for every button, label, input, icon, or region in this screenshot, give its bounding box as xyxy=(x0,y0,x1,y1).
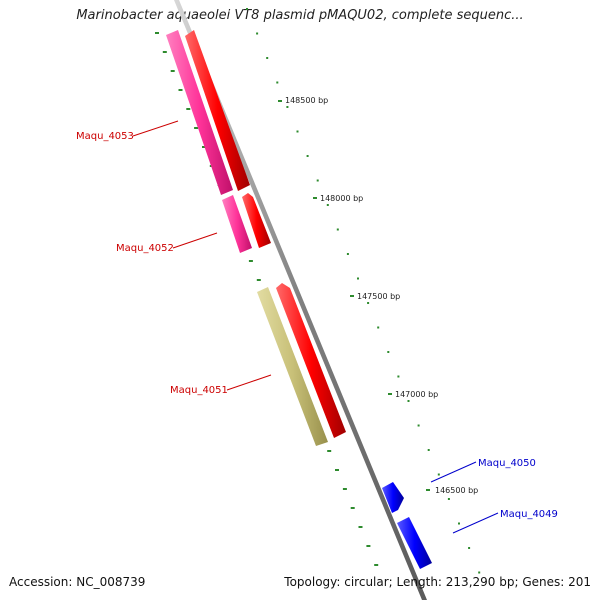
tick-dot xyxy=(276,81,279,84)
feature-maqu-4050-cds xyxy=(382,482,404,513)
gene-labels: Maqu_4053 Maqu_4052 Maqu_4051 Maqu_4050 … xyxy=(76,120,558,534)
tick-dot xyxy=(335,469,339,471)
tick-label-148500: 148500 bp xyxy=(285,96,328,105)
tick-dot xyxy=(326,204,329,206)
feature-maqu-4053-pink xyxy=(166,30,233,195)
tick-dot xyxy=(427,449,430,451)
tick-dot xyxy=(256,32,259,35)
gene-features xyxy=(166,30,432,569)
tick-label-147500: 147500 bp xyxy=(357,292,400,301)
feature-maqu-4051-cds xyxy=(276,283,346,438)
feature-maqu-4052-pink xyxy=(222,195,252,253)
tick-label-147000: 147000 bp xyxy=(395,390,438,399)
leader-maqu-4051 xyxy=(226,374,272,391)
tick-dot xyxy=(170,70,175,72)
tick-dot xyxy=(155,32,159,34)
tick-dot xyxy=(447,498,450,500)
tick-dot xyxy=(366,545,371,547)
tick-dot xyxy=(346,253,349,255)
tick-dot xyxy=(266,57,269,59)
feature-maqu-4051-khaki xyxy=(257,287,328,446)
tick-label-148000: 148000 bp xyxy=(320,194,363,203)
leader-maqu-4053 xyxy=(132,120,179,137)
tick-dot xyxy=(306,155,309,157)
tick-dot xyxy=(246,8,248,10)
tick-dot xyxy=(357,277,359,280)
tick-dot xyxy=(377,326,380,329)
tick-dot xyxy=(186,108,191,110)
tick-dot xyxy=(327,450,332,452)
tick-dot xyxy=(162,51,167,53)
gene-label-maqu-4053[interactable]: Maqu_4053 xyxy=(76,131,134,142)
tick-dot xyxy=(248,260,253,262)
tick-label-146500: 146500 bp xyxy=(435,486,478,495)
feature-maqu-4052-cds xyxy=(242,193,271,248)
tick-dot xyxy=(350,507,355,509)
tick-dot xyxy=(256,279,261,281)
tick-dot xyxy=(387,351,390,353)
sequence-summary: Topology: circular; Length: 213,290 bp; … xyxy=(284,575,591,589)
tick-dot xyxy=(437,473,440,476)
tick-dot-tracks xyxy=(155,8,481,574)
position-ticks: 148500 bp 148000 bp 147500 bp 147000 bp … xyxy=(278,96,478,495)
tick-dot xyxy=(374,564,379,566)
gene-label-maqu-4050[interactable]: Maqu_4050 xyxy=(478,458,536,469)
tick-dot xyxy=(336,228,339,231)
tick-dot xyxy=(478,571,481,574)
tick-dot xyxy=(342,488,347,490)
accession-text: Accession: NC_008739 xyxy=(9,575,146,589)
tick-dot xyxy=(202,146,206,148)
tick-dot xyxy=(367,302,370,304)
leader-maqu-4049 xyxy=(452,512,499,534)
tick-dot xyxy=(316,179,319,182)
tick-dot xyxy=(178,89,183,91)
tick-dot xyxy=(358,526,363,528)
tick-dot xyxy=(194,127,199,129)
gene-label-maqu-4049[interactable]: Maqu_4049 xyxy=(500,509,558,520)
gene-label-maqu-4052[interactable]: Maqu_4052 xyxy=(116,243,174,254)
tick-dot xyxy=(417,424,420,427)
tick-dot xyxy=(296,130,299,133)
feature-maqu-4049-cds xyxy=(397,517,432,569)
leader-maqu-4050 xyxy=(430,461,477,483)
feature-maqu-4053-cds xyxy=(185,30,250,191)
tick-dot xyxy=(397,375,400,378)
map-title: Marinobacter aquaeolei VT8 plasmid pMAQU… xyxy=(76,8,524,23)
tick-dot xyxy=(407,400,410,402)
tick-dot xyxy=(458,522,460,525)
leader-maqu-4052 xyxy=(172,232,218,249)
tick-dot xyxy=(286,106,289,108)
tick-dot xyxy=(468,547,471,549)
gene-label-maqu-4051[interactable]: Maqu_4051 xyxy=(170,385,228,396)
